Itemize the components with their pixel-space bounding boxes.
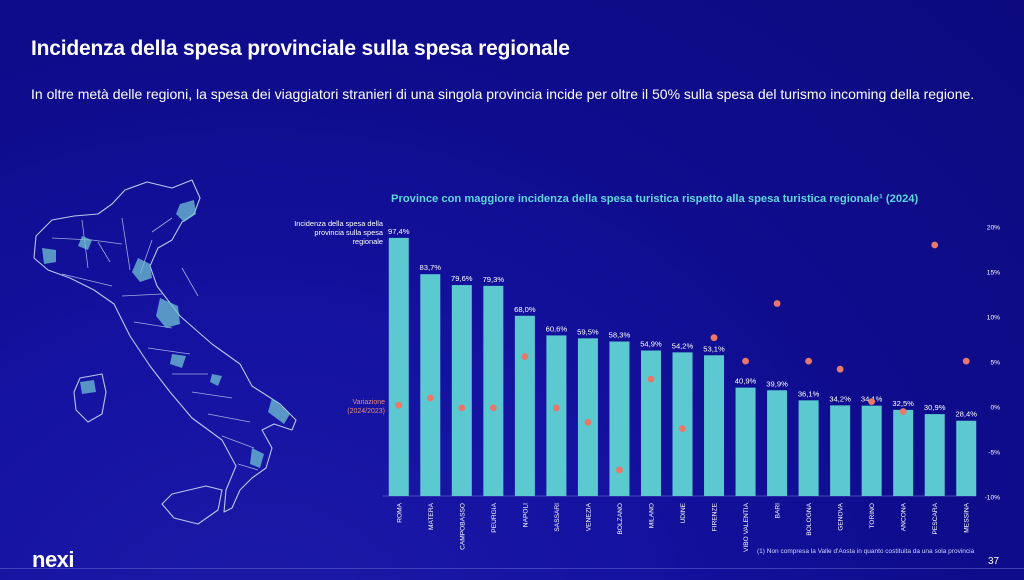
bar-roma bbox=[388, 237, 409, 496]
bar-ancona bbox=[893, 409, 914, 496]
bar-value-label: 40,9% bbox=[735, 377, 757, 386]
variazione-point bbox=[679, 425, 686, 432]
right-axis-tick: -5% bbox=[988, 450, 1000, 457]
bar-value-label: 36,1% bbox=[798, 389, 820, 398]
category-label: TORINO bbox=[869, 503, 876, 529]
category-label: CAMPOBASSO bbox=[459, 503, 466, 550]
bar-bari bbox=[767, 390, 788, 496]
right-axis-tick: 10% bbox=[987, 315, 1000, 322]
bar-milano bbox=[640, 350, 661, 496]
italy-map bbox=[33, 179, 297, 525]
category-label: VIBO VALENTIA bbox=[743, 502, 750, 552]
category-label: BOLOGNA bbox=[806, 502, 813, 535]
bar-matera bbox=[420, 274, 441, 496]
bar-value-label: 54,2% bbox=[672, 341, 694, 350]
bar-sassari bbox=[546, 335, 567, 496]
bar-value-label: 28,4% bbox=[955, 410, 977, 419]
bar-udine bbox=[672, 352, 693, 496]
bar-value-label: 58,3% bbox=[609, 331, 631, 340]
bar-torino bbox=[861, 405, 882, 496]
category-label: BARI bbox=[775, 503, 782, 519]
variazione-point bbox=[836, 365, 844, 373]
category-label: BOLZANO bbox=[617, 503, 624, 535]
variazione-point bbox=[899, 408, 907, 415]
variazione-point bbox=[931, 241, 939, 249]
bar-peurgia bbox=[483, 285, 504, 496]
variazione-label: Variazione (2024/2023) bbox=[347, 399, 385, 415]
bar-value-label: 79,6% bbox=[451, 274, 473, 283]
variazione-point bbox=[647, 375, 655, 383]
chart-title: Province con maggiore incidenza della sp… bbox=[391, 193, 919, 205]
bar-pescara bbox=[924, 414, 945, 496]
bar-genova bbox=[830, 405, 851, 496]
footnote: (1) Non compresa la Valle d'Aosta in qua… bbox=[757, 548, 975, 555]
incidenza-label: Incidenza della spesa della provincia su… bbox=[294, 219, 383, 246]
variazione-point bbox=[868, 398, 876, 405]
variazione-point bbox=[584, 418, 592, 426]
category-label: PESCARA bbox=[932, 502, 939, 534]
category-label: ROMA bbox=[396, 502, 403, 522]
bar-napoli bbox=[514, 315, 535, 496]
bar-value-label: 83,7% bbox=[420, 263, 442, 272]
footer-divider bbox=[0, 568, 1024, 569]
page-title: Incidenza della spesa provinciale sulla … bbox=[31, 37, 570, 60]
category-label: MESSINA bbox=[964, 502, 971, 532]
bar-messina bbox=[956, 420, 977, 496]
variazione-point bbox=[521, 353, 529, 360]
bar-value-label: 32,5% bbox=[892, 399, 914, 408]
variazione-point bbox=[552, 404, 560, 412]
right-axis-tick: -10% bbox=[985, 495, 1001, 502]
bar-value-label: 79,3% bbox=[483, 275, 505, 284]
variazione-point bbox=[395, 401, 403, 409]
category-label: FIRENZE bbox=[712, 502, 719, 531]
bar-value-label: 68,0% bbox=[514, 305, 536, 314]
category-label: MATERA bbox=[428, 502, 435, 530]
variazione-point bbox=[742, 357, 749, 365]
right-axis-tick: 0% bbox=[990, 405, 1000, 412]
variazione-point bbox=[805, 357, 813, 365]
nexi-logo: nexi bbox=[32, 547, 75, 572]
category-label: GENOVA bbox=[838, 502, 845, 530]
category-label: NAPOLI bbox=[522, 503, 529, 527]
bar-firenze bbox=[704, 355, 725, 496]
right-axis-tick: 5% bbox=[990, 360, 1000, 367]
category-label: PEURGIA bbox=[491, 502, 498, 532]
category-label: SASSARI bbox=[554, 503, 561, 532]
variazione-point bbox=[962, 357, 970, 365]
variazione-point bbox=[458, 404, 466, 412]
bar-campobasso bbox=[451, 285, 472, 496]
bar-vibo-valentia bbox=[735, 387, 756, 496]
bar-venezia bbox=[577, 338, 598, 496]
variazione-point bbox=[489, 404, 497, 412]
bar-value-label: 39,9% bbox=[766, 379, 788, 388]
variazione-point bbox=[773, 300, 781, 307]
bar-value-label: 54,9% bbox=[640, 340, 662, 349]
right-axis-tick: 15% bbox=[987, 270, 1000, 277]
variazione-point bbox=[426, 394, 434, 402]
bar-value-label: 30,9% bbox=[924, 403, 946, 412]
page-subtitle: In oltre metà delle regioni, la spesa de… bbox=[31, 86, 975, 102]
variazione-point bbox=[710, 334, 718, 342]
bar-value-label: 97,4% bbox=[388, 227, 410, 236]
category-label: VENEZIA bbox=[585, 502, 592, 531]
bar-value-label: 34,2% bbox=[829, 394, 851, 403]
bar-bologna bbox=[798, 400, 819, 496]
bar-value-label: 59,5% bbox=[577, 327, 599, 336]
category-label: UDINE bbox=[680, 502, 687, 523]
bar-bolzano bbox=[609, 341, 630, 496]
category-label: MILANO bbox=[648, 503, 655, 528]
category-label: ANCONA bbox=[901, 502, 908, 531]
page-number: 37 bbox=[988, 556, 1000, 567]
bar-value-label: 60,6% bbox=[546, 324, 568, 333]
right-axis-tick: 20% bbox=[987, 225, 1000, 232]
bar-value-label: 53,1% bbox=[703, 344, 725, 353]
variazione-point bbox=[616, 466, 623, 474]
